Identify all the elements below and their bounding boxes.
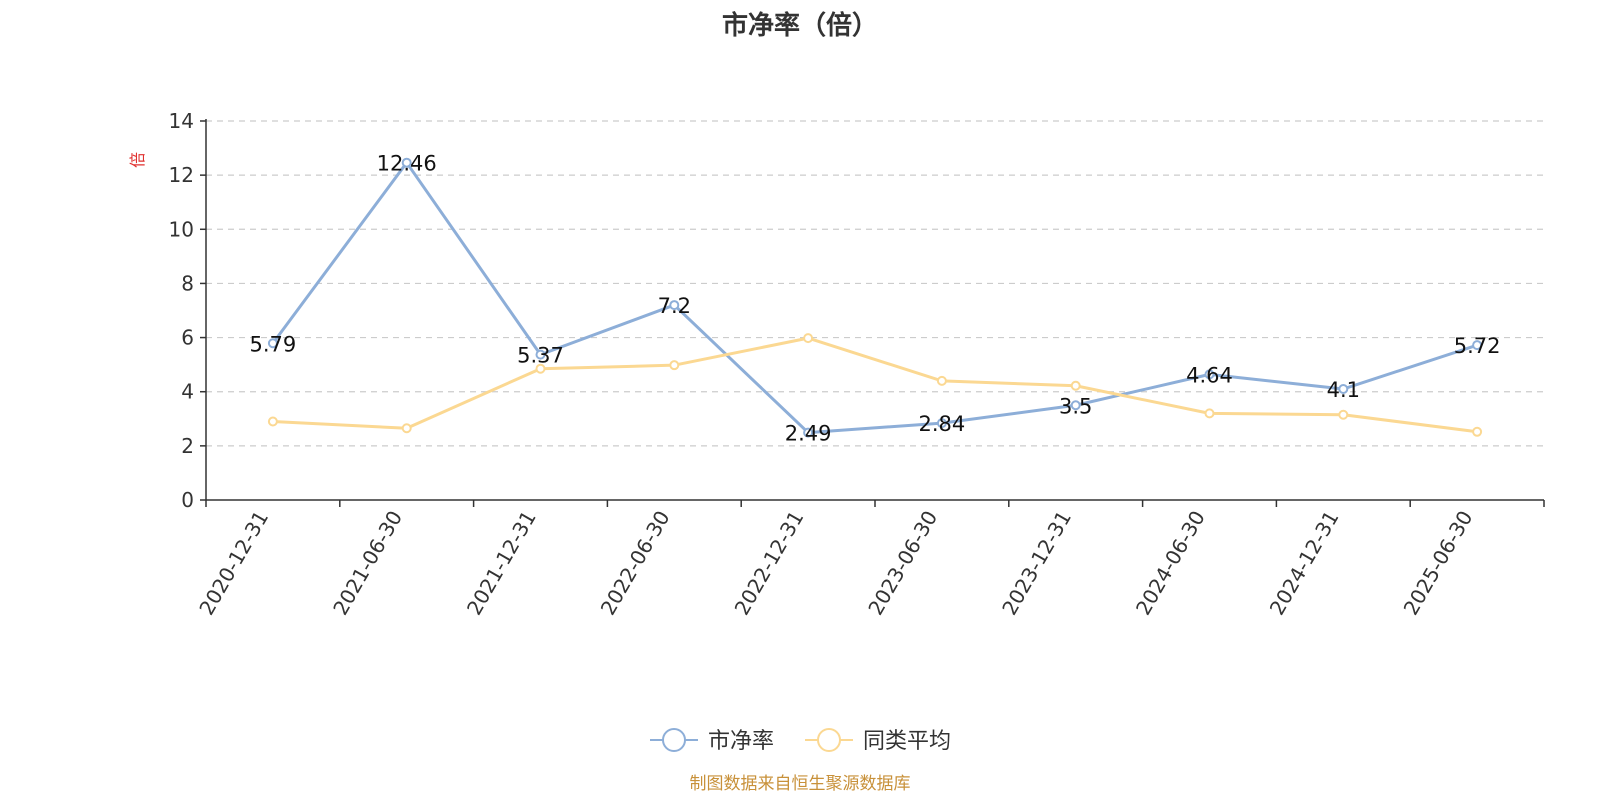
y-axis-label: 倍	[128, 152, 147, 168]
legend-item-2[interactable]: 同类平均	[805, 728, 951, 754]
axes: 0 2 4 6 8 10 12 14 2020-12-31 2021-06-30 2021-12-3…	[169, 109, 1545, 620]
data-label: 7.2	[658, 294, 691, 318]
y-tick-label: 4	[181, 380, 194, 404]
data-label: 5.79	[250, 332, 297, 356]
data-point	[803, 333, 814, 344]
y-tick-label: 0	[181, 488, 194, 512]
data-label: 5.72	[1454, 334, 1501, 358]
legend-marker	[817, 728, 841, 752]
x-tick-label: 2023-12-31	[997, 507, 1076, 620]
data-labels: 5.79 12.46 5.37 7.2 2.49 2.84 3.5 4.64 4.1 5.72	[250, 152, 1501, 446]
data-point	[535, 349, 546, 360]
data-label: 5.37	[517, 344, 564, 368]
x-tick-label: 2021-06-30	[328, 507, 407, 620]
legend[interactable]: 市净率 同类平均	[650, 728, 951, 754]
data-point	[401, 157, 412, 168]
legend-label: 市净率	[708, 729, 774, 754]
data-label: 4.64	[1186, 363, 1233, 387]
x-tick-label: 2025-06-30	[1399, 507, 1478, 620]
data-label: 3.5	[1059, 394, 1092, 418]
legend-item-1[interactable]: 市净率	[650, 728, 774, 754]
data-label: 12.46	[377, 152, 437, 176]
x-tick-label: 2024-12-31	[1265, 507, 1344, 620]
data-point	[401, 423, 412, 434]
y-tick-label: 8	[181, 271, 194, 295]
data-point	[1070, 380, 1081, 391]
y-tick-label: 12	[169, 163, 194, 187]
data-point	[1472, 426, 1483, 437]
data-point	[267, 338, 278, 349]
x-tick-label: 2023-06-30	[863, 507, 942, 620]
data-point	[936, 375, 947, 386]
data-point	[1204, 369, 1215, 380]
data-label: 2.49	[785, 422, 832, 446]
data-point	[1338, 409, 1349, 420]
data-label: 4.1	[1327, 378, 1360, 402]
data-point	[1204, 408, 1215, 419]
data-label: 2.84	[919, 412, 966, 436]
y-tick-label: 14	[169, 109, 194, 133]
y-tick-label: 10	[169, 217, 194, 241]
x-tick-label: 2024-06-30	[1131, 507, 1210, 620]
data-point	[267, 416, 278, 427]
legend-label: 同类平均	[863, 729, 951, 754]
series-line-1	[271, 161, 1478, 435]
y-tick-label: 6	[181, 326, 194, 350]
series-layer	[267, 157, 1483, 438]
grid-lines	[206, 120, 1544, 447]
x-tick-label: 2022-06-30	[596, 507, 675, 620]
y-tick-label: 2	[181, 434, 194, 458]
data-point	[1070, 400, 1081, 411]
source-note: 制图数据来自恒生聚源数据库	[690, 774, 911, 794]
data-point	[535, 363, 546, 374]
chart-title: 市净率（倍）	[722, 10, 878, 41]
data-point	[1472, 340, 1483, 351]
x-tick-label: 2020-12-31	[194, 507, 273, 620]
series-line-2	[272, 336, 1478, 434]
data-point	[1338, 384, 1349, 395]
data-point	[936, 418, 947, 429]
data-point	[803, 427, 814, 438]
x-tick-label: 2022-12-31	[730, 507, 809, 620]
data-point	[669, 300, 680, 311]
data-point	[669, 360, 680, 371]
x-tick-label: 2021-12-31	[462, 507, 541, 620]
legend-marker	[662, 728, 686, 752]
